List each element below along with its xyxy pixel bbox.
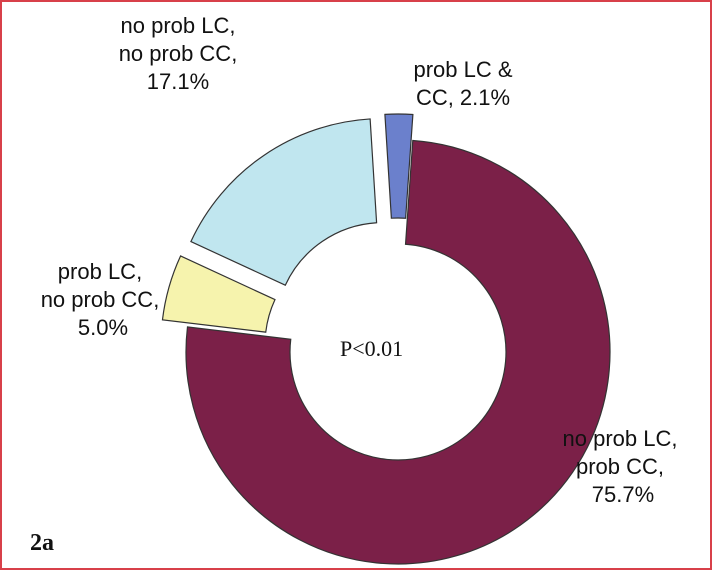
slice-label: prob LC, no prob CC, 5.0% [30,258,170,342]
donut-slice [185,139,611,565]
panel-label: 2a [30,530,54,556]
donut-slice [384,113,414,219]
category-label: no prob LC, no prob CC, [118,13,238,66]
category-label: prob LC, no prob CC, [40,259,160,312]
value-label: 2.1% [459,85,511,110]
value-label: 75.7% [591,482,655,507]
donut-slice [190,118,378,287]
slice-label: no prob LC, no prob CC, 17.1% [108,12,248,96]
donut-slice [161,255,276,333]
category-label: no prob LC, prob CC, [562,426,678,479]
value-label: 17.1% [146,69,210,94]
value-label: 5.0% [77,315,129,340]
category-label: prob LC & CC, [413,57,513,110]
slice-label: no prob LC, prob CC, 75.7% [545,425,695,509]
p-value: P<0.01 [340,336,404,361]
slice-label: prob LC & CC, 2.1% [398,56,528,112]
